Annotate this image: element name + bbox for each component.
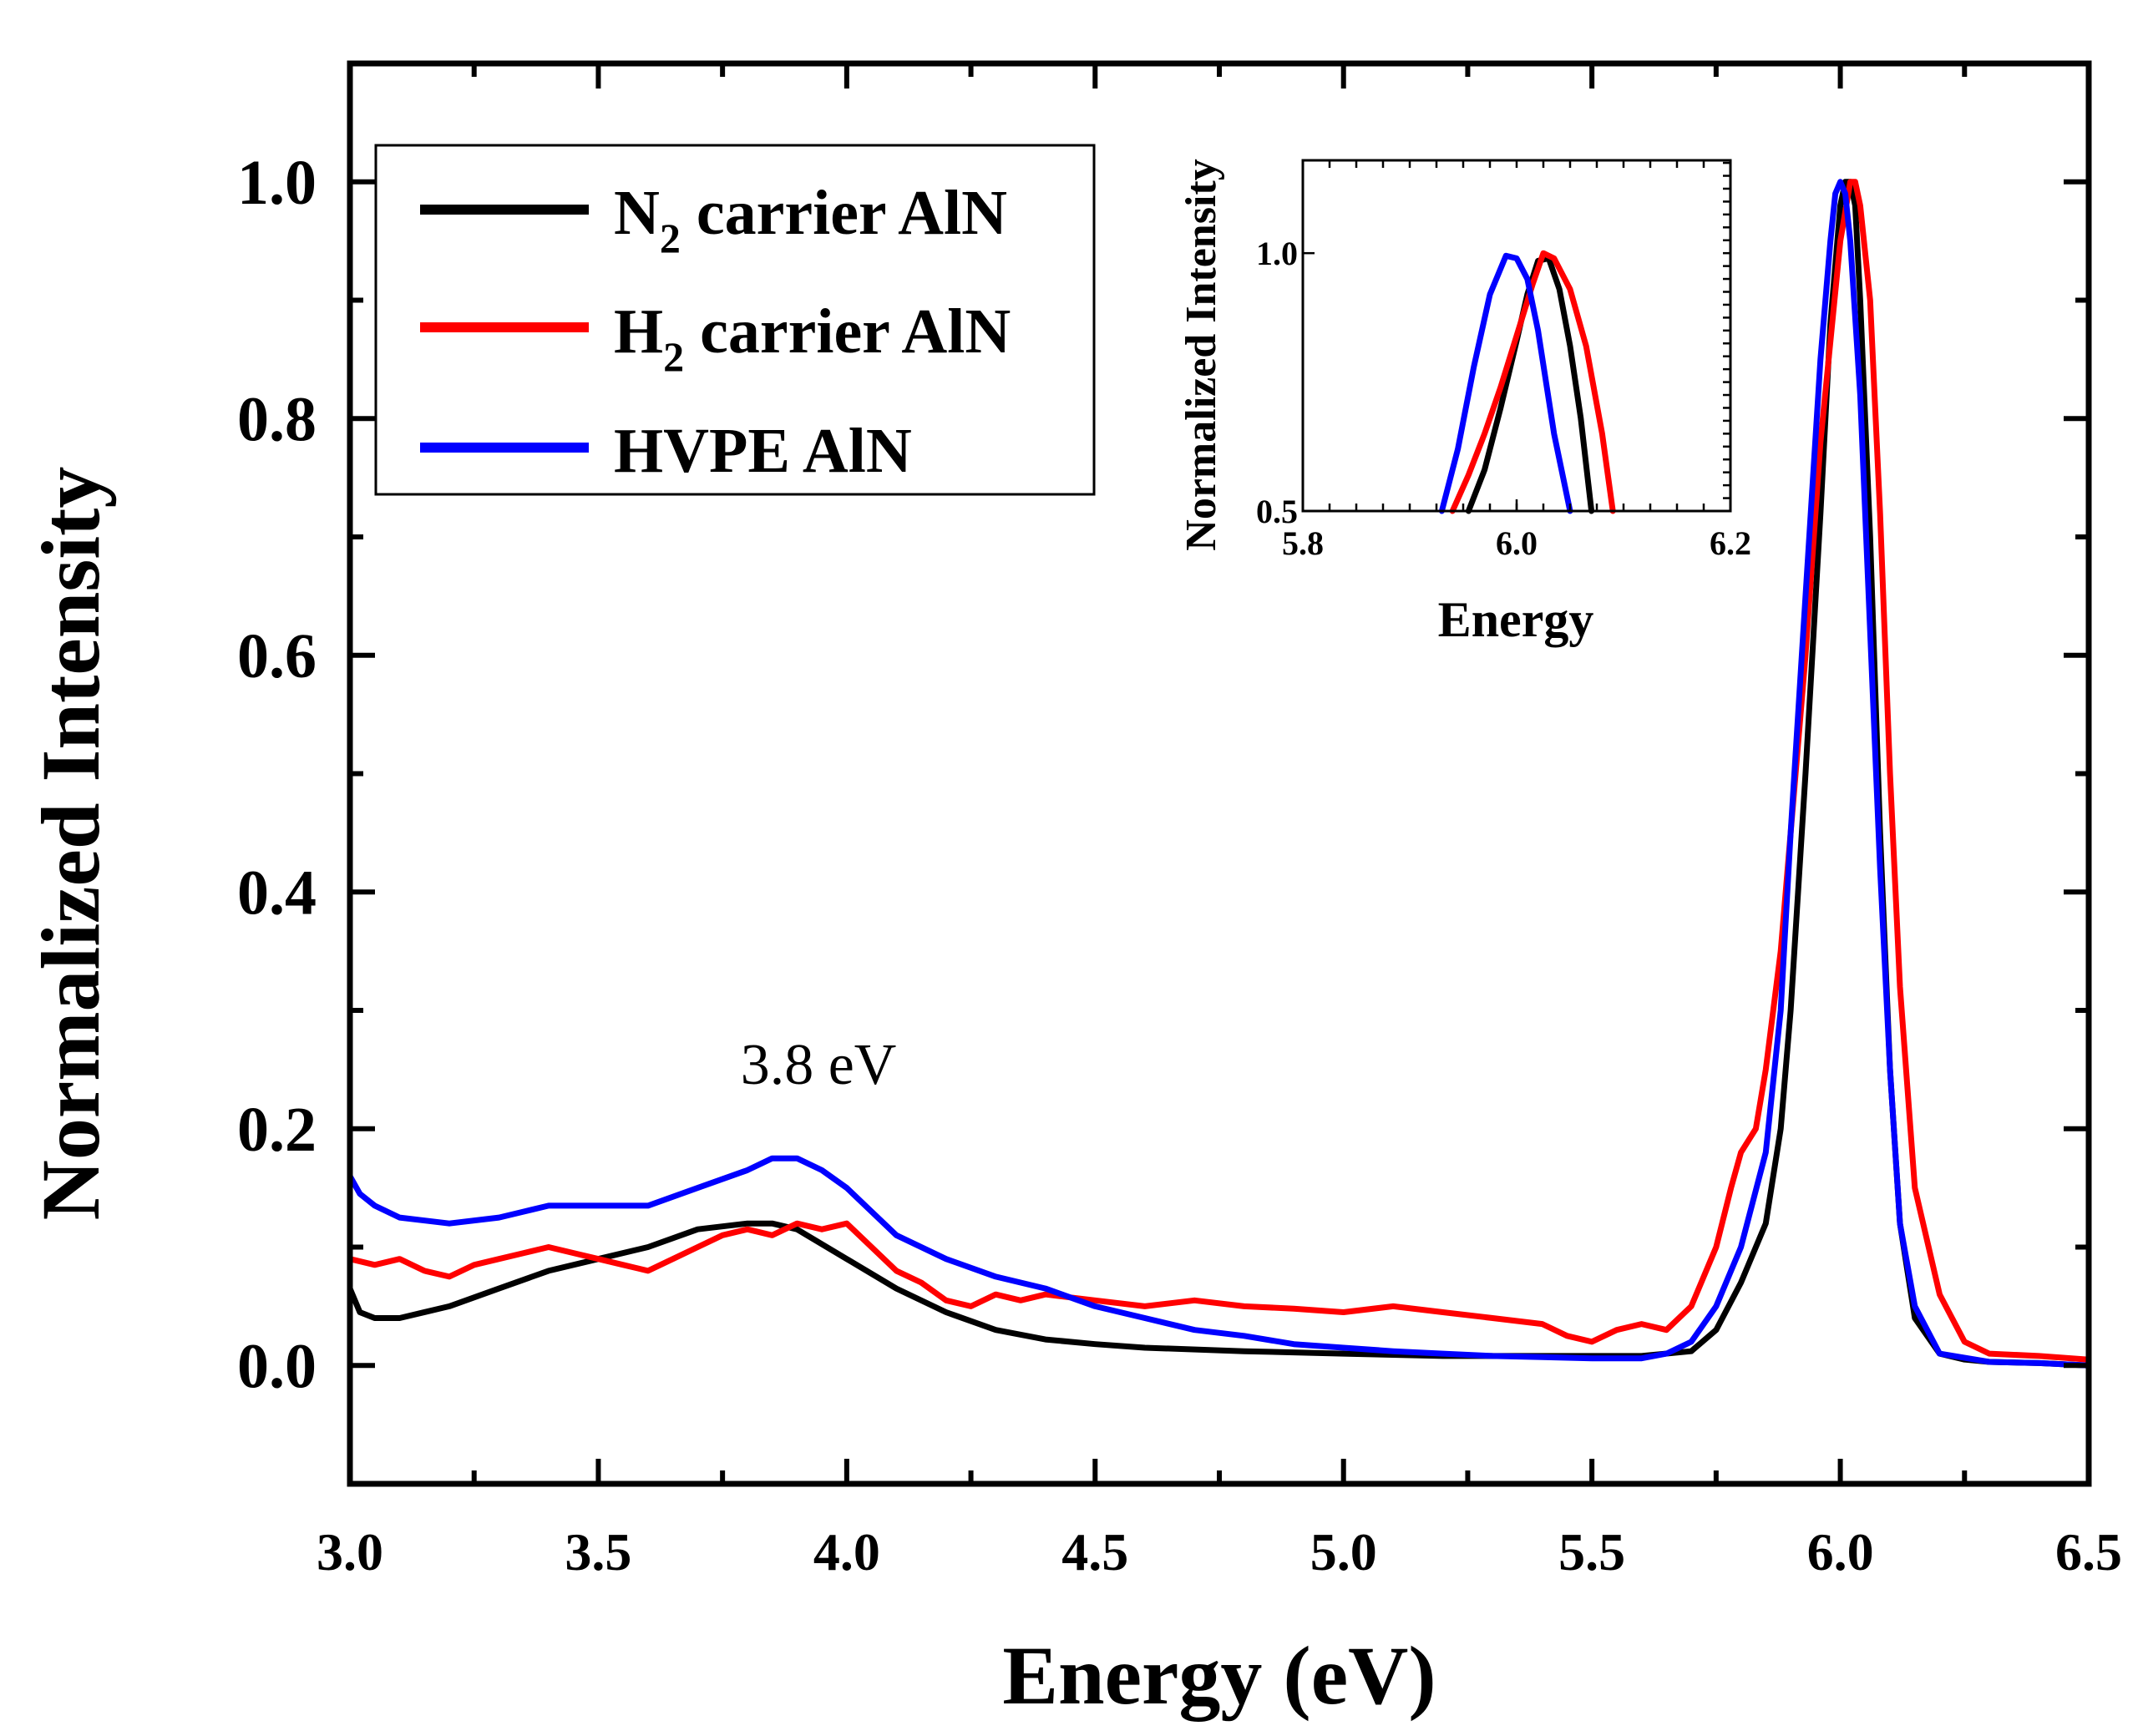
series-line-2	[347, 179, 2092, 1369]
inset-y-axis-label: Normalized Intensity	[1178, 159, 1225, 550]
legend-h2-rest: carrier AlN	[684, 296, 1011, 367]
main-series-group	[347, 179, 2092, 1369]
inset-x-axis-label: Energy	[1438, 592, 1594, 647]
x-tick-label-1: 3.5	[565, 1522, 631, 1582]
y-tick-label-0: 0.0	[237, 1331, 317, 1401]
inset-y-ticks: 0.5 1.0	[1256, 161, 1730, 530]
inset-series-line-2	[1438, 252, 1573, 514]
series-line-1	[347, 179, 2092, 1363]
x-tick-label-4: 5.0	[1310, 1522, 1377, 1582]
y-tick-label-3: 0.6	[237, 621, 317, 691]
legend-n2-sub: 2	[660, 215, 681, 261]
inset-y-tick-label-0: 0.5	[1256, 493, 1298, 530]
legend-label-h2: H2 carrier AlN	[614, 296, 1011, 380]
inset-x-tick-label-0: 5.8	[1282, 524, 1324, 562]
legend-box	[374, 144, 1096, 496]
main-plot: 3.0 3.5 4.0 4.5 5.0 5.5 6.0 6.5 0.0 0.2 0.4 0.6 0.8…	[24, 60, 2122, 1722]
peak-annotation: 3.8 eV	[741, 1033, 897, 1097]
x-tick-label-7: 6.5	[2055, 1522, 2122, 1582]
legend-h2-sub: 2	[663, 333, 684, 380]
x-tick-label-6: 6.0	[1807, 1522, 1874, 1582]
legend-label-hvpe: HVPE AlN	[614, 416, 912, 486]
x-tick-label-3: 4.5	[1061, 1522, 1128, 1582]
inset-y-tick-label-1: 1.0	[1256, 235, 1298, 272]
y-tick-label-2: 0.4	[237, 858, 317, 928]
inset-x-ticks: 5.8 6.0 6.2	[1282, 160, 1751, 562]
y-axis-label: Normalized Intensity	[24, 467, 117, 1221]
main-x-ticks: 3.0 3.5 4.0 4.5 5.0 5.5 6.0 6.5	[317, 63, 2122, 1582]
inset-x-tick-label-1: 6.0	[1496, 524, 1538, 562]
x-tick-label-0: 3.0	[317, 1522, 383, 1582]
legend-n2-rest: carrier AlN	[681, 178, 1007, 248]
y-tick-label-1: 0.2	[237, 1095, 317, 1165]
inset-series-line-1	[1449, 250, 1616, 514]
y-tick-label-5: 1.0	[237, 148, 317, 218]
x-tick-label-2: 4.0	[813, 1522, 880, 1582]
inset-plot: 5.8 6.0 6.2 0.5 1.0 Energy Normalized Inten…	[1178, 159, 1751, 647]
y-tick-label-4: 0.8	[237, 384, 317, 454]
x-axis-label: Energy (eV)	[1002, 1629, 1436, 1722]
legend-n2-base: N	[614, 178, 660, 248]
legend-label-n2: N2 carrier AlN	[614, 178, 1007, 261]
x-tick-label-5: 5.5	[1558, 1522, 1625, 1582]
legend-h2-base: H	[614, 296, 663, 367]
main-y-ticks: 0.0 0.2 0.4 0.6 0.8 1.0	[237, 61, 2089, 1486]
inset-series-group	[1438, 250, 1616, 514]
legend: N2 carrier AlN H2 carrier AlN HVPE AlN	[374, 144, 1096, 496]
inset-x-tick-label-2: 6.2	[1710, 524, 1751, 562]
